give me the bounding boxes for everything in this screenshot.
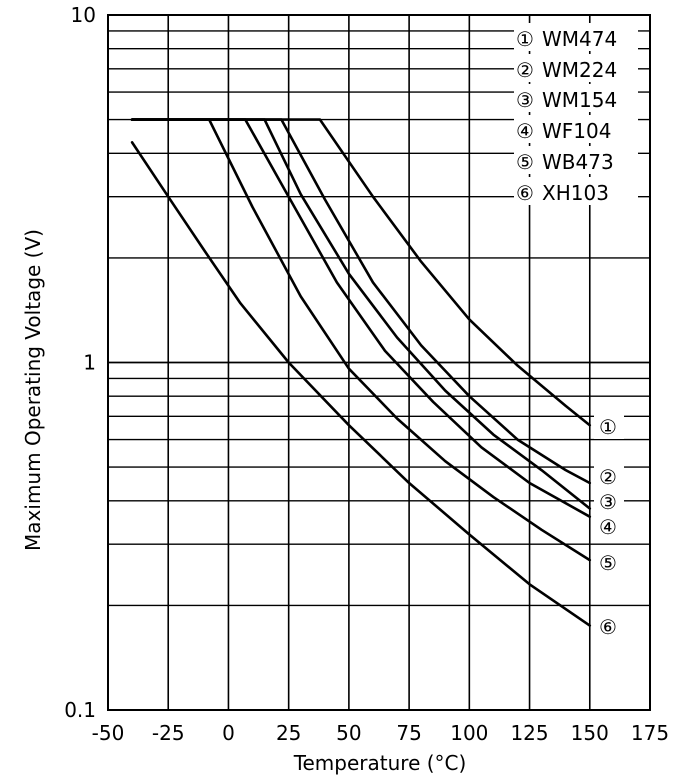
series-line-WB473: [130, 118, 592, 562]
legend-marker-WM154: ③: [516, 88, 534, 112]
y-tick-label-2: 10: [71, 3, 96, 27]
end-label-WM474: ①: [599, 415, 617, 439]
end-label-WF104: ④: [599, 515, 617, 539]
legend-bg-WM154: [514, 84, 638, 112]
series-line-WM474: [130, 118, 592, 427]
end-label-WB473: ⑤: [599, 551, 617, 575]
x-axis-title: Temperature (°C): [293, 751, 467, 775]
legend-label-WM154: WM154: [542, 88, 617, 112]
legend-marker-WF104: ④: [516, 119, 534, 143]
legend-bg-WB473: [514, 146, 638, 174]
end-label-WM154: ③: [599, 490, 617, 514]
end-label-bg-WM154: [594, 488, 624, 514]
end-label-bg-XH103: [594, 613, 624, 639]
legend-label-WM474: WM474: [542, 27, 617, 51]
end-label-XH103: ⑥: [599, 615, 617, 639]
legend-marker-WM224: ②: [516, 58, 534, 82]
legend-label-WF104: WF104: [542, 119, 611, 143]
y-tick-label-1: 1: [83, 351, 96, 375]
x-tick-label-4: 50: [336, 721, 361, 745]
legend-label-WM224: WM224: [542, 58, 617, 82]
legend-marker-WB473: ⑤: [516, 150, 534, 174]
x-tick-label-5: 75: [396, 721, 421, 745]
end-label-bg-WF104: [594, 513, 624, 539]
series-line-XH103: [130, 141, 592, 627]
x-tick-label-9: 175: [631, 721, 669, 745]
plot-frame: [107, 14, 651, 711]
legend-marker-WM474: ①: [516, 27, 534, 51]
legend-bg-WF104: [514, 115, 638, 143]
legend-marker-XH103: ⑥: [516, 181, 534, 205]
x-tick-label-1: -25: [152, 721, 185, 745]
x-tick-label-0: -50: [92, 721, 125, 745]
legend-bg-WM224: [514, 54, 638, 82]
legend-label-WB473: WB473: [542, 150, 614, 174]
x-tick-label-8: 150: [571, 721, 609, 745]
series-lines: [130, 118, 592, 627]
legend: ① WM474 ② WM224 ③ WM154 ④ WF104 ⑤ WB473 ⑥ XH103: [514, 23, 638, 205]
end-label-bg-WM474: [594, 413, 624, 439]
end-label-bg-WB473: [594, 549, 624, 575]
tick-labels: -50 -25 0 25 50 75 100 125 150 175 0.1 1 10: [64, 3, 669, 745]
legend-bg-XH103: [514, 177, 638, 205]
x-tick-label-6: 100: [450, 721, 488, 745]
y-tick-label-0: 0.1: [64, 698, 96, 722]
y-axis-title: Maximum Operating Voltage (V): [21, 229, 45, 551]
x-tick-label-3: 25: [276, 721, 301, 745]
series-line-WF104: [130, 118, 592, 518]
end-label-bg-WM224: [594, 463, 624, 489]
legend-label-XH103: XH103: [542, 181, 609, 205]
series-line-WM154: [130, 118, 592, 510]
x-tick-label-2: 0: [222, 721, 235, 745]
x-tick-label-7: 125: [510, 721, 548, 745]
series-line-WM224: [130, 118, 592, 485]
end-label-WM224: ②: [599, 465, 617, 489]
legend-bg-WM474: [514, 23, 638, 51]
end-labels: ① ②③④ ⑤ ⑥: [594, 413, 624, 639]
